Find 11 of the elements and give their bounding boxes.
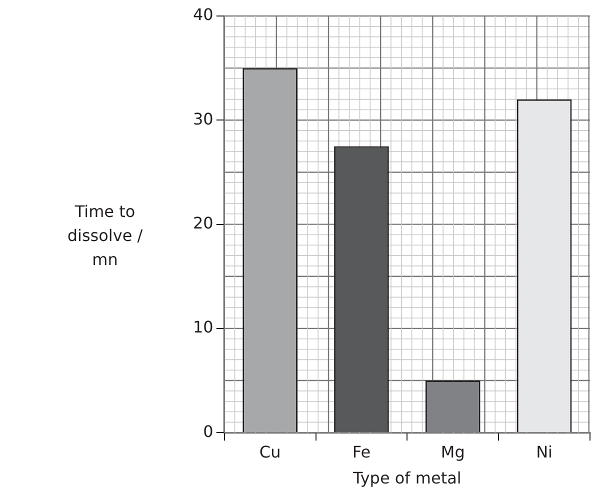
x-tick-label: Cu (259, 442, 281, 462)
y-tick-label: 0 (203, 422, 214, 441)
y-tick-label: 20 (193, 213, 214, 232)
x-axis-title: Type of metal (352, 468, 462, 488)
y-tick-label: 40 (193, 5, 214, 24)
x-tick-label: Mg (440, 442, 465, 462)
y-tick-label: 30 (193, 109, 214, 128)
x-tick-label: Ni (536, 442, 553, 462)
y-axis-title: Time to dissolve / mn (66, 201, 144, 271)
y-tick-label: 10 (193, 318, 214, 337)
x-tick-label: Fe (352, 442, 371, 462)
